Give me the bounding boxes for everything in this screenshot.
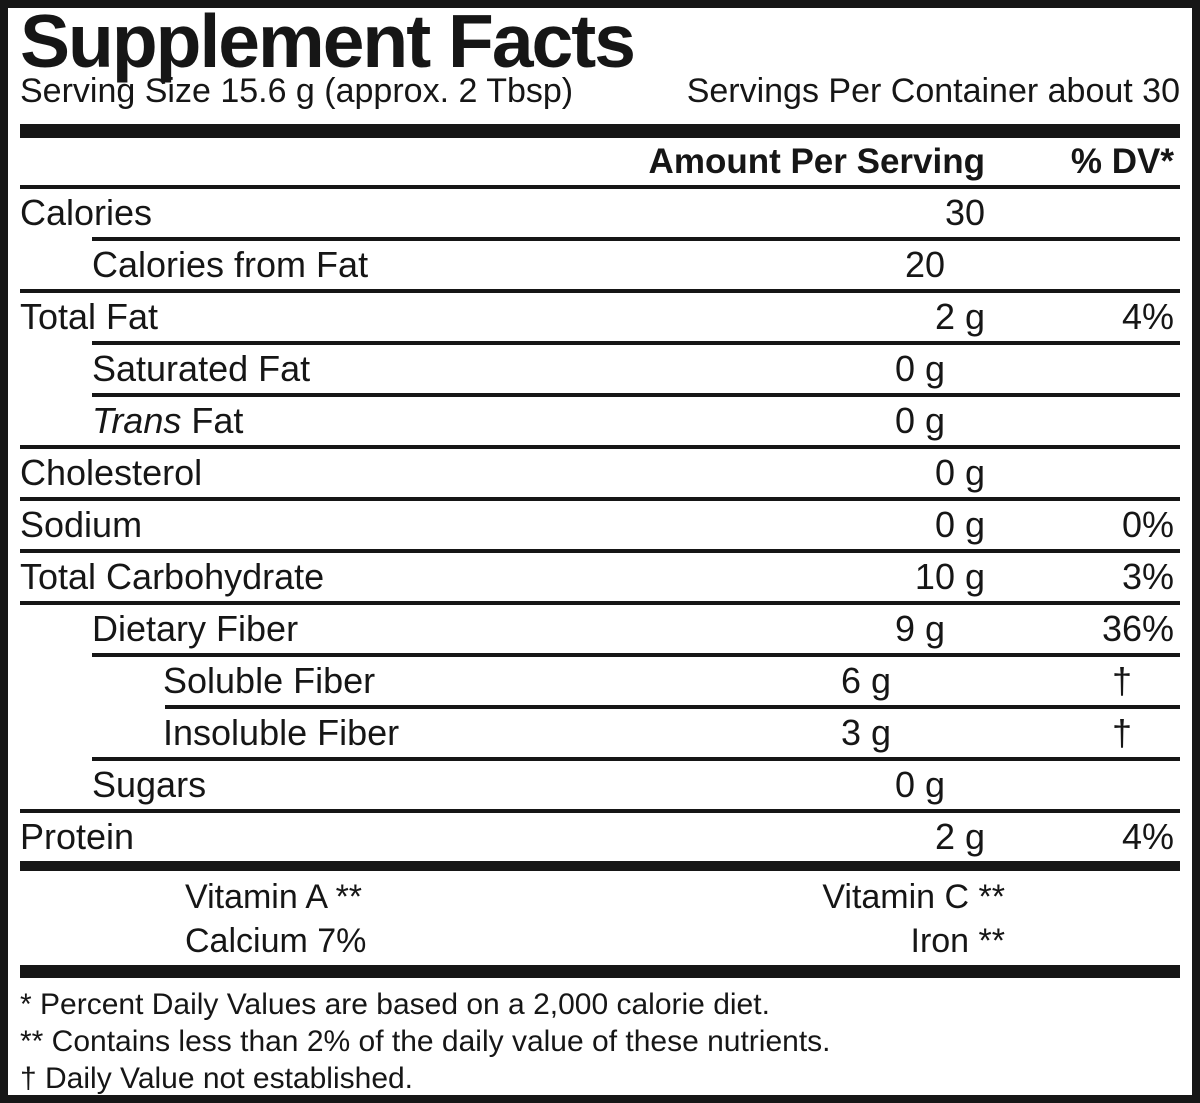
nutrient-amount: 0 g [894, 400, 945, 441]
nutrient-label: Dietary Fiber [92, 608, 299, 649]
footnote: * Percent Daily Values are based on a 2,… [20, 988, 770, 1021]
row-separator [92, 653, 1180, 657]
percent-dv-header: % DV* [1070, 141, 1174, 181]
nutrient-amount: 10 g [914, 556, 985, 597]
amount-per-serving-header: Amount Per Serving [648, 141, 985, 181]
row-separator [20, 497, 1180, 501]
nutrient-label: Saturated Fat [92, 348, 311, 389]
nutrient-row: Protein 2 g 4% [20, 813, 1180, 861]
nutrient-amount: 20 [904, 244, 945, 285]
vitamins-section: Vitamin A ** Vitamin C ** Calcium 7% Iron *… [20, 871, 1180, 965]
footnotes-section: * Percent Daily Values are based on a 2,… [20, 986, 1180, 1095]
nutrient-label: Sugars [92, 764, 207, 805]
nutrient-dv: 0% [1121, 504, 1174, 545]
nutrient-row: Trans Fat 0 g [20, 397, 1180, 445]
nutrient-amount: 2 g [934, 296, 985, 337]
nutrient-row: Total Fat 2 g 4% [20, 293, 1180, 341]
panel-title: Supplement Facts [20, 0, 636, 83]
vitamin-right: Iron ** [910, 921, 1006, 960]
serving-info: Serving Size 15.6 g (approx. 2 Tbsp) Ser… [20, 70, 1180, 110]
footnote: † Daily Value not established. [20, 1062, 414, 1095]
row-separator [92, 341, 1180, 345]
nutrient-dv: † [1111, 660, 1132, 701]
nutrient-row: Soluble Fiber 6 g † [20, 657, 1180, 705]
nutrient-label: Protein [20, 816, 135, 857]
nutrient-dv: 3% [1121, 556, 1174, 597]
serving-size-text: Serving Size 15.6 g (approx. 2 Tbsp) [20, 72, 574, 110]
nutrient-label: Cholesterol [20, 452, 203, 493]
row-separator [20, 289, 1180, 293]
row-separator [20, 445, 1180, 449]
nutrient-row: Calories 30 [20, 189, 1180, 237]
nutrient-row: Sodium 0 g 0% [20, 501, 1180, 549]
row-separator [20, 549, 1180, 553]
nutrient-dv: 4% [1121, 816, 1174, 857]
divider-thick-bottom [20, 965, 1180, 978]
nutrient-amount: 0 g [894, 348, 945, 389]
nutrient-dv: 4% [1121, 296, 1174, 337]
row-separator [92, 757, 1180, 761]
nutrient-row: Cholesterol 0 g [20, 449, 1180, 497]
nutrient-row: Calories from Fat 20 [20, 241, 1180, 289]
nutrient-amount: 0 g [934, 452, 985, 493]
row-separator [20, 601, 1180, 605]
nutrient-row: Saturated Fat 0 g [20, 345, 1180, 393]
nutrient-row: Dietary Fiber 9 g 36% [20, 605, 1180, 653]
nutrient-label: Insoluble Fiber [163, 712, 400, 753]
vitamin-left: Vitamin A ** [185, 877, 363, 916]
nutrient-label: Trans Fat [92, 400, 244, 441]
column-header-row: Amount Per Serving % DV* [20, 138, 1180, 185]
nutrient-amount: 9 g [894, 608, 945, 649]
vitamin-left: Calcium 7% [185, 921, 367, 960]
nutrient-dv: † [1111, 712, 1132, 753]
vitamin-row: Calcium 7% Iron ** [20, 919, 1180, 963]
nutrient-dv: 36% [1101, 608, 1174, 649]
row-separator [20, 809, 1180, 813]
nutrient-amount: 0 g [894, 764, 945, 805]
nutrient-label: Total Fat [20, 296, 159, 337]
nutrient-amount: 30 [944, 192, 985, 233]
nutrient-label: Soluble Fiber [163, 660, 376, 701]
footnote: ** Contains less than 2% of the daily va… [20, 1025, 831, 1058]
divider-medium [20, 861, 1180, 871]
row-separator [92, 393, 1180, 397]
row-separator [165, 705, 1180, 709]
servings-per-container-text: Servings Per Container about 30 [686, 72, 1180, 110]
nutrient-row: Total Carbohydrate 10 g 3% [20, 553, 1180, 601]
vitamin-right: Vitamin C ** [822, 877, 1005, 916]
nutrient-amount: 3 g [840, 712, 891, 753]
vitamin-row: Vitamin A ** Vitamin C ** [20, 875, 1180, 919]
nutrient-row: Insoluble Fiber 3 g † [20, 709, 1180, 757]
nutrient-rows: Calories 30 Calories from Fat 20 Total Fat 2 … [20, 185, 1180, 861]
nutrient-label: Sodium [20, 504, 143, 545]
nutrient-label: Total Carbohydrate [20, 556, 325, 597]
nutrient-label: Calories [20, 192, 153, 233]
row-separator [92, 237, 1180, 241]
divider-thick-top [20, 124, 1180, 138]
nutrient-label: Calories from Fat [92, 244, 369, 285]
nutrient-amount: 0 g [934, 504, 985, 545]
nutrient-row: Sugars 0 g [20, 761, 1180, 809]
italic-label-part: Trans [92, 400, 182, 441]
nutrient-amount: 6 g [840, 660, 891, 701]
nutrient-amount: 2 g [934, 816, 985, 857]
row-separator [20, 185, 1180, 189]
